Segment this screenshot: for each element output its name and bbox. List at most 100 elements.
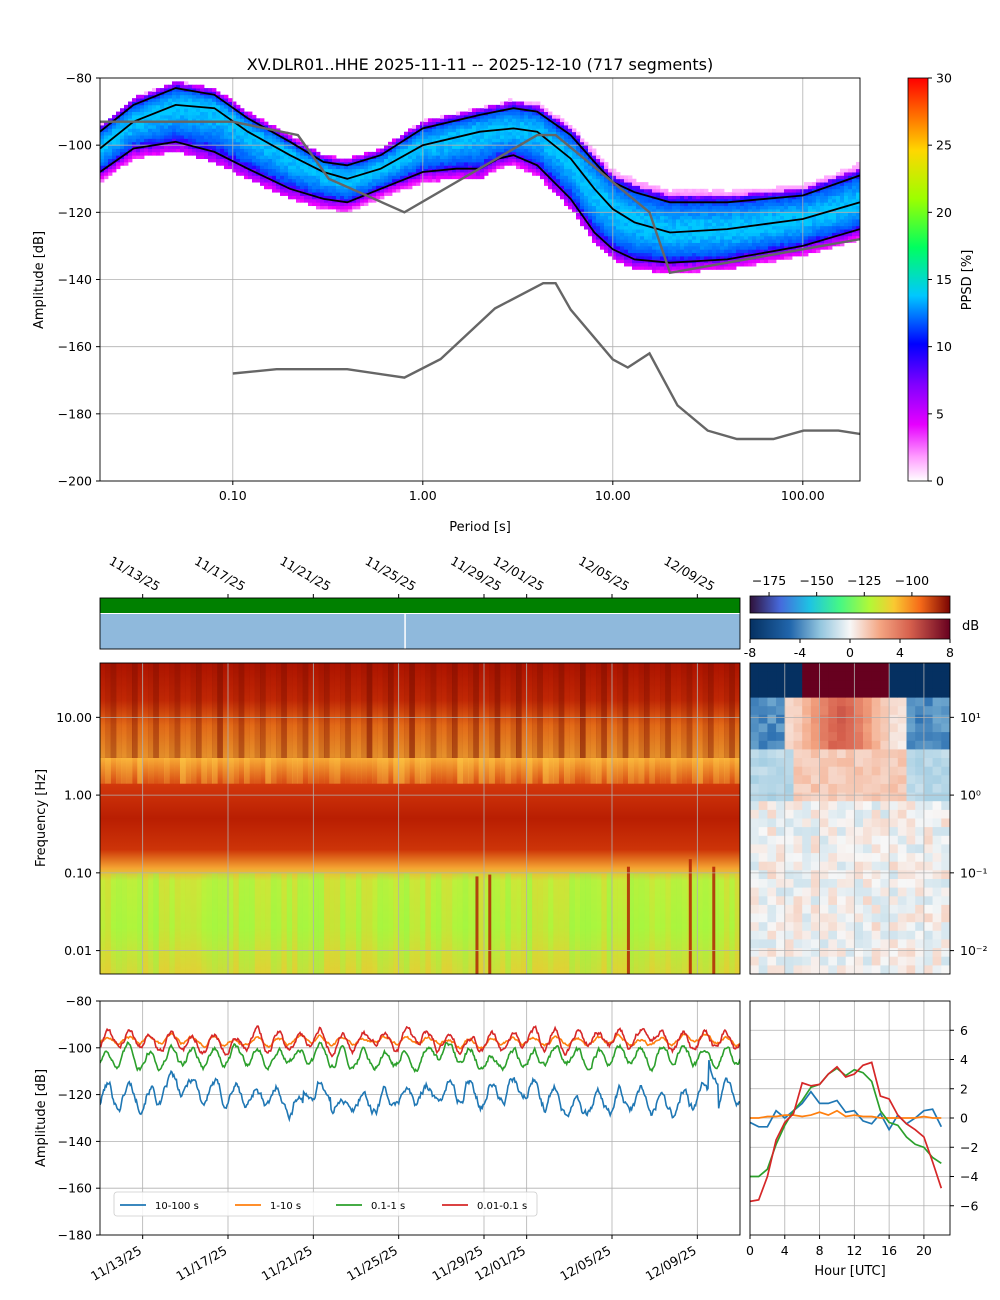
- top-date-label: 11/25/25: [363, 553, 419, 594]
- anomaly-cell: [828, 766, 838, 776]
- ppsd-cell: [444, 135, 449, 139]
- ppsd-cell: [552, 145, 557, 149]
- ppsd-cell: [396, 151, 401, 156]
- anomaly-cell: [758, 913, 768, 923]
- ppsd-cell: [424, 148, 429, 153]
- ppsd-cell: [436, 172, 441, 176]
- ppsd-cell: [416, 125, 421, 129]
- ppsd-cell: [300, 185, 305, 190]
- ppsd-cell: [688, 212, 693, 217]
- ppsd-cell: [660, 202, 665, 207]
- ppsd-cell: [308, 148, 313, 153]
- ppsd-cell: [692, 202, 697, 207]
- spectrogram-transient: [688, 859, 692, 974]
- ppsd-cell: [808, 249, 813, 254]
- anomaly-cell: [784, 870, 794, 880]
- ppsd-cell: [456, 138, 461, 143]
- ppsd-cell: [364, 178, 369, 183]
- ppsd-cell: [488, 108, 493, 112]
- anomaly-cell: [819, 922, 829, 932]
- ppsd-cell: [112, 138, 117, 143]
- ppsd-cell: [828, 212, 833, 217]
- ppsd-cell: [352, 155, 357, 159]
- availability-frame: [99, 597, 741, 650]
- ppsd-cell: [228, 165, 233, 170]
- ppsd-cell: [376, 178, 381, 183]
- ppsd-cell: [684, 195, 689, 200]
- ppsd-cell: [832, 188, 837, 193]
- spectrogram-transient: [626, 866, 630, 974]
- anomaly-cell: [767, 956, 777, 966]
- ppsd-cell: [704, 222, 709, 227]
- ppsd-cell: [604, 229, 609, 233]
- ppsd-cell: [156, 94, 161, 99]
- spectrogram-stripe-mid: [516, 758, 522, 784]
- ppsd-cell: [380, 158, 385, 163]
- ppsd-cell: [152, 131, 157, 136]
- ppsd-cell: [316, 165, 321, 170]
- ppsd-cell: [120, 121, 125, 126]
- ppsd-cell: [276, 172, 281, 176]
- anomaly-cell: [828, 663, 838, 673]
- ppsd-cell: [612, 192, 617, 196]
- ppsd-cell: [324, 198, 329, 203]
- spectrogram-stripe-mid: [334, 758, 341, 784]
- ppsd-cell: [484, 104, 489, 109]
- ppsd-cell: [756, 219, 761, 223]
- spectrogram-stripe-mid: [425, 758, 431, 784]
- ppsd-cell: [220, 155, 225, 159]
- ppsd-cell: [560, 125, 565, 129]
- ppsd-cell: [400, 148, 405, 153]
- ppsd-cell: [500, 118, 505, 123]
- ppsd-cell: [532, 138, 537, 143]
- ppsd-cell: [700, 212, 705, 217]
- ppsd-cell: [452, 165, 457, 170]
- ppsd-cell: [104, 168, 109, 173]
- anomaly-cell: [776, 801, 786, 811]
- ppsd-cell: [228, 141, 233, 146]
- ppsd-cell: [176, 84, 181, 89]
- anomaly-cell: [837, 809, 847, 819]
- ppsd-cell: [572, 131, 577, 136]
- ppsd-cell: [132, 148, 137, 153]
- ppsd-cell: [696, 269, 701, 274]
- ppsd-cell: [820, 225, 825, 230]
- ppsd-cell: [760, 212, 765, 217]
- ppsd-cell: [780, 225, 785, 230]
- ppsd-cell: [228, 155, 233, 159]
- ppsd-cell: [428, 145, 433, 149]
- ppsd-cell: [684, 245, 689, 250]
- ppsd-cell: [832, 175, 837, 180]
- ppsd-cell: [848, 192, 853, 196]
- ppsd-cell: [508, 114, 513, 119]
- spectrogram-stripe-high: [532, 663, 538, 758]
- ppsd-cell: [124, 118, 129, 123]
- ppsd-cell: [648, 229, 653, 233]
- ppsd-cell: [484, 141, 489, 146]
- ppsd-cell: [344, 202, 349, 207]
- ppsd-cell: [840, 215, 845, 220]
- ppsd-cell: [764, 208, 769, 213]
- ppsd-cell: [752, 208, 757, 213]
- ppsd-cell: [800, 229, 805, 233]
- anomaly-cell: [837, 930, 847, 940]
- ppsd-cell: [788, 188, 793, 193]
- ppsd-cell: [384, 155, 389, 159]
- spectrogram-y-label: Frequency [Hz]: [34, 769, 49, 867]
- ppsd-noise-model-nlnm: [232, 282, 860, 441]
- ppsd-cell: [632, 235, 637, 240]
- ppsd-cell: [288, 188, 293, 193]
- anomaly-cell: [837, 680, 847, 690]
- anomaly-cell: [758, 861, 768, 871]
- ppsd-cell: [848, 182, 853, 186]
- ppsd-cell: [116, 135, 121, 139]
- ppsd-cell: [780, 239, 785, 243]
- ppsd-cell: [396, 165, 401, 170]
- ppsd-cell: [632, 242, 637, 247]
- ppsd-cell: [420, 121, 425, 126]
- ppsd-cell: [260, 148, 265, 153]
- spectrogram-stripe-low: [644, 872, 650, 974]
- ppsd-cell: [744, 232, 749, 237]
- ppsd-cell: [340, 208, 345, 213]
- ppsd-cell: [632, 239, 637, 243]
